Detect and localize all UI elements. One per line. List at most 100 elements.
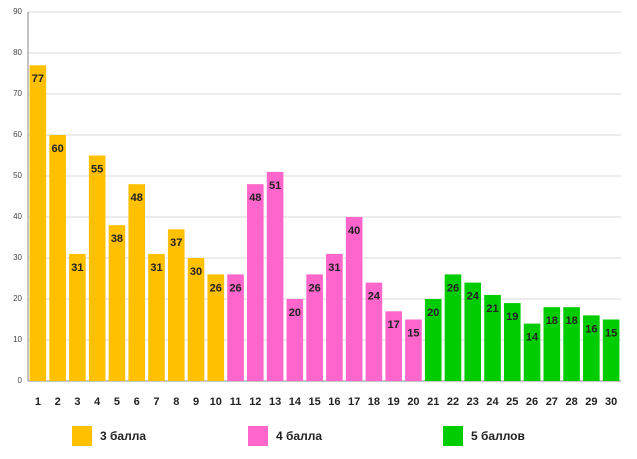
bar bbox=[345, 217, 363, 381]
x-tick-label: 25 bbox=[506, 396, 518, 408]
value-label: 18 bbox=[565, 315, 577, 327]
value-label: 20 bbox=[289, 307, 301, 319]
value-label: 14 bbox=[526, 332, 539, 344]
y-tick-label: 60 bbox=[13, 130, 22, 139]
bar bbox=[108, 225, 126, 381]
x-tick-label: 12 bbox=[249, 396, 261, 408]
x-tick-label: 5 bbox=[114, 396, 120, 408]
bar bbox=[326, 253, 343, 381]
x-tick-label: 17 bbox=[348, 396, 360, 408]
bar bbox=[503, 303, 521, 381]
bar bbox=[523, 323, 541, 381]
legend-swatch bbox=[248, 426, 268, 446]
bar bbox=[424, 299, 442, 381]
bar bbox=[385, 311, 402, 381]
bar bbox=[286, 299, 304, 381]
value-label: 31 bbox=[150, 262, 162, 274]
x-tick-label: 6 bbox=[134, 396, 140, 408]
x-tick-label: 14 bbox=[289, 396, 302, 408]
value-label: 48 bbox=[249, 192, 261, 204]
value-label: 38 bbox=[111, 233, 123, 245]
bar bbox=[543, 307, 561, 381]
bar bbox=[29, 65, 47, 382]
bar bbox=[207, 274, 225, 381]
y-tick-label: 80 bbox=[13, 48, 22, 57]
x-tick-label: 2 bbox=[55, 396, 61, 408]
y-tick-label: 90 bbox=[13, 7, 22, 16]
value-label: 24 bbox=[467, 291, 480, 303]
value-label: 31 bbox=[328, 262, 340, 274]
x-tick-label: 13 bbox=[269, 396, 281, 408]
bar bbox=[266, 171, 284, 381]
x-tick-label: 8 bbox=[173, 396, 179, 408]
x-tick-label: 1 bbox=[35, 396, 41, 408]
bar bbox=[405, 319, 422, 381]
x-tick-label: 4 bbox=[94, 396, 101, 408]
y-tick-label: 30 bbox=[13, 253, 22, 262]
value-label: 26 bbox=[210, 282, 222, 294]
value-label: 26 bbox=[447, 282, 459, 294]
x-tick-label: 15 bbox=[308, 396, 320, 408]
y-tick-label: 70 bbox=[13, 89, 22, 98]
x-tick-label: 26 bbox=[526, 396, 538, 408]
value-label: 60 bbox=[52, 143, 64, 155]
bar bbox=[583, 315, 600, 381]
x-tick-label: 24 bbox=[486, 396, 499, 408]
x-tick-label: 11 bbox=[230, 396, 242, 408]
bar bbox=[88, 155, 106, 381]
value-label: 18 bbox=[546, 315, 558, 327]
value-label: 48 bbox=[131, 192, 143, 204]
bar bbox=[247, 184, 264, 381]
legend-label: 5 баллов bbox=[471, 429, 525, 443]
bar bbox=[602, 319, 620, 381]
value-label: 20 bbox=[427, 307, 439, 319]
value-label: 37 bbox=[170, 237, 182, 249]
bar bbox=[484, 294, 501, 381]
value-label: 19 bbox=[506, 311, 518, 323]
y-tick-label: 20 bbox=[13, 294, 22, 303]
value-label: 40 bbox=[348, 225, 360, 237]
bar bbox=[444, 274, 462, 381]
x-tick-label: 30 bbox=[605, 396, 617, 408]
value-label: 51 bbox=[269, 180, 281, 192]
bar bbox=[128, 184, 146, 381]
x-tick-label: 22 bbox=[447, 396, 459, 408]
value-label: 16 bbox=[585, 323, 597, 335]
x-tick-label: 21 bbox=[427, 396, 439, 408]
value-label: 77 bbox=[32, 73, 44, 85]
value-label: 26 bbox=[308, 282, 320, 294]
legend-swatch bbox=[72, 426, 92, 446]
value-label: 21 bbox=[486, 303, 498, 315]
bar bbox=[563, 307, 580, 381]
x-tick-label: 9 bbox=[193, 396, 199, 408]
value-label: 30 bbox=[190, 266, 202, 278]
bar bbox=[167, 229, 185, 381]
x-tick-label: 16 bbox=[328, 396, 340, 408]
value-label: 17 bbox=[388, 319, 400, 331]
x-tick-label: 10 bbox=[210, 396, 222, 408]
x-tick-label: 19 bbox=[388, 396, 400, 408]
x-tick-label: 27 bbox=[546, 396, 558, 408]
bar bbox=[227, 274, 244, 381]
y-tick-label: 0 bbox=[18, 376, 23, 385]
x-tick-label: 29 bbox=[585, 396, 597, 408]
bar bbox=[365, 282, 383, 381]
value-label: 31 bbox=[71, 262, 83, 274]
x-tick-label: 23 bbox=[467, 396, 479, 408]
value-label: 26 bbox=[229, 282, 241, 294]
value-label: 15 bbox=[407, 327, 419, 339]
legend-label: 4 балла bbox=[276, 429, 322, 443]
bar bbox=[306, 274, 323, 381]
bar bbox=[69, 253, 86, 381]
bar bbox=[187, 258, 205, 381]
bar bbox=[148, 253, 165, 381]
bar bbox=[49, 135, 66, 381]
x-tick-label: 20 bbox=[407, 396, 419, 408]
legend-label: 3 балла bbox=[100, 429, 146, 443]
bar bbox=[464, 282, 482, 381]
value-label: 15 bbox=[605, 327, 617, 339]
value-label: 55 bbox=[91, 163, 103, 175]
y-tick-label: 50 bbox=[13, 171, 22, 180]
y-tick-label: 10 bbox=[13, 335, 22, 344]
